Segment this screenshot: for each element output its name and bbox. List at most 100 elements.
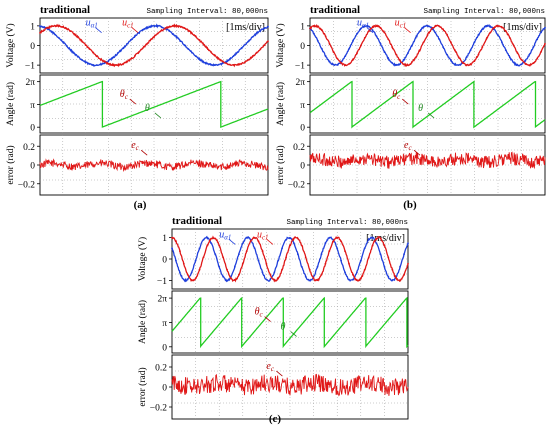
annotation-error-0: ec [266,361,274,373]
series-point [304,256,307,259]
series-point [137,32,140,34]
series-point [407,242,409,245]
series-point [253,247,256,250]
series-point [265,278,268,281]
series-point [253,236,256,239]
series-point [58,25,60,27]
series-point [225,62,228,65]
series-point [241,262,244,265]
series-point [379,237,382,240]
series-point [175,240,177,243]
series-point [352,39,354,42]
series-point [122,46,125,49]
series-point [134,54,136,57]
annotation-voltage-0: uα1 [219,229,231,241]
series-point [336,63,339,66]
series-point [251,55,254,58]
series-point [183,44,186,46]
series-point [263,44,266,47]
series-point [450,59,452,62]
series-point [126,60,129,63]
ytick-label: 2π [25,78,35,88]
series-point [414,36,417,39]
series-point [434,31,437,34]
series-point [371,244,374,247]
ytick-label: 0 [300,42,305,52]
series-point [485,25,488,28]
series-point [126,42,129,45]
series-point [255,52,258,54]
series-point [217,63,220,66]
series-theta [171,296,409,349]
series-point [504,30,507,33]
annotation-voltage-0: uα1 [357,18,369,30]
series-point [50,25,53,28]
series-point [115,64,117,66]
ytick-label: 0 [162,343,167,353]
series-ec [39,158,269,173]
sampling-interval: Sampling Interval: 80,000ns [286,219,408,227]
series-point [222,256,225,259]
series-point [512,61,515,64]
series-point [175,36,178,39]
ytick-label: 2π [157,295,167,305]
series-point [145,43,148,46]
series-point [536,38,539,41]
chart-title: traditional [172,215,222,227]
series-point [226,279,229,282]
series-point [156,32,159,35]
series-point [344,250,346,253]
series-point [399,59,401,62]
series-point [153,25,155,27]
annotation-angle-0: θc [392,89,401,101]
series-point [248,58,250,61]
series-point [473,41,476,44]
series-point [469,63,472,66]
annotation-arrow [404,27,411,34]
series-point [520,58,523,61]
series-point [320,47,323,50]
series-point [387,256,390,259]
ytick-label: π [300,101,305,111]
figure-label-c: (c) [269,413,282,425]
series-point [107,60,110,62]
series-point [504,49,507,52]
annotation-voltage-1: uc1 [257,229,269,241]
series-point [202,43,205,46]
series-point [297,237,299,240]
series-point [363,247,366,250]
series-point [61,26,64,28]
series-point [454,49,456,52]
series-point [69,30,72,32]
series-point [118,63,121,66]
series-point [356,279,358,282]
series-point [324,242,327,245]
series-point [387,57,390,60]
annotation-arrow [264,316,271,322]
series-point [179,25,182,28]
annotation-angle-1: θ [145,103,150,114]
annotation-arrow [131,27,139,34]
series-point [118,50,121,53]
sampling-interval: Sampling Interval: 80,000ns [146,8,268,16]
series-point [328,43,331,45]
series-point [130,58,133,60]
annotation-angle-0: θc [255,307,264,319]
series-point [175,259,177,262]
series-point [348,262,350,265]
series-point [265,262,268,265]
series-point [316,39,319,42]
series-point [360,27,362,30]
series-point [245,236,248,239]
series-point [225,60,228,63]
series-point [99,58,102,61]
series-point [273,279,276,282]
series-point [356,271,358,274]
series-point [190,271,193,274]
series-point [399,63,401,65]
series-point [457,56,460,59]
series-point [191,51,193,54]
series-point [240,47,243,50]
series-point [426,25,429,27]
series-point [481,28,484,31]
